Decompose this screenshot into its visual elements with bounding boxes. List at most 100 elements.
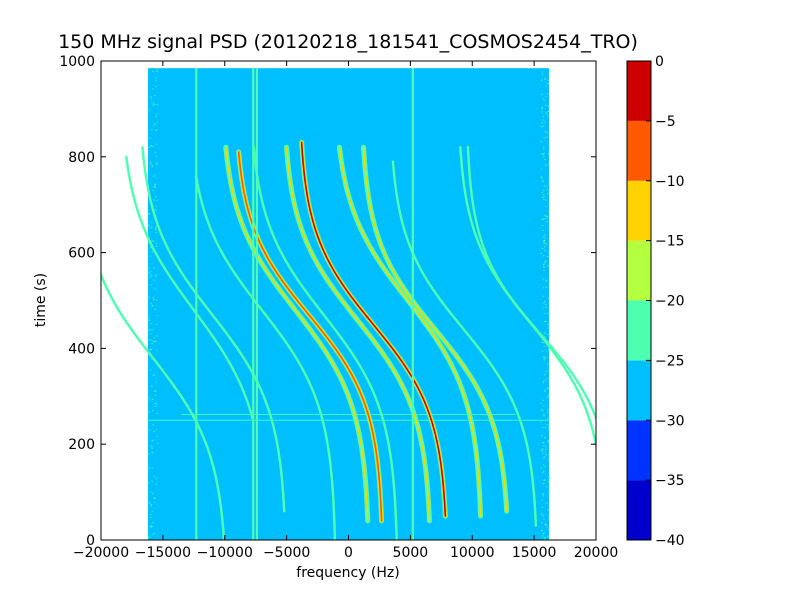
colorbar-segment xyxy=(627,180,651,241)
noise-speck xyxy=(540,467,543,469)
colorbar-segment xyxy=(627,120,651,181)
noise-speck xyxy=(151,409,154,411)
noise-speck xyxy=(155,231,157,233)
x-tick-label: −15000 xyxy=(135,545,191,561)
noise-speck xyxy=(541,106,543,108)
noise-speck xyxy=(548,477,551,479)
signal-track xyxy=(391,160,538,527)
noise-speck xyxy=(545,524,547,526)
y-axis-label: time (s) xyxy=(33,273,49,327)
noise-speck xyxy=(542,448,544,450)
noise-speck xyxy=(547,324,550,326)
x-tick-label: 10000 xyxy=(450,545,495,561)
noise-speck xyxy=(547,193,549,195)
noise-speck xyxy=(154,183,157,185)
noise-speck xyxy=(542,287,545,289)
noise-speck xyxy=(148,213,150,215)
noise-speck xyxy=(151,240,154,242)
noise-speck xyxy=(542,535,544,537)
noise-speck xyxy=(150,525,153,527)
noise-speck xyxy=(548,323,550,325)
noise-speck xyxy=(150,96,152,98)
noise-speck xyxy=(548,214,551,216)
noise-speck xyxy=(544,320,546,322)
noise-speck xyxy=(155,226,157,228)
noise-speck xyxy=(546,93,549,95)
noise-speck xyxy=(543,345,546,347)
noise-speck xyxy=(541,341,543,343)
noise-speck xyxy=(152,104,154,106)
noise-speck xyxy=(542,381,545,383)
y-tick-label: 1000 xyxy=(59,54,95,70)
noise-speck xyxy=(152,88,154,90)
noise-speck xyxy=(148,482,150,484)
noise-speck xyxy=(548,429,550,431)
noise-speck xyxy=(547,348,550,350)
noise-speck xyxy=(154,288,156,290)
noise-speck xyxy=(548,477,551,479)
noise-speck xyxy=(156,412,159,414)
noise-speck xyxy=(153,497,156,499)
noise-speck xyxy=(544,336,546,338)
noise-speck xyxy=(542,125,545,127)
colorbar: −40 −35 −30 −25 −20 −15 −10 −5 0 xyxy=(626,54,685,549)
noise-speck xyxy=(543,242,546,244)
noise-speck xyxy=(151,440,154,442)
y-tick-label: 200 xyxy=(68,437,95,453)
noise-speck xyxy=(153,103,156,105)
noise-speck xyxy=(543,359,545,361)
noise-speck xyxy=(152,398,154,400)
noise-speck xyxy=(543,198,545,200)
noise-speck xyxy=(545,304,547,306)
noise-speck xyxy=(149,270,152,272)
x-tick-label: 20000 xyxy=(574,545,619,561)
noise-speck xyxy=(545,523,547,525)
noise-speck xyxy=(542,193,545,195)
noise-speck xyxy=(547,82,549,84)
noise-speck xyxy=(155,242,158,244)
noise-speck xyxy=(151,343,153,345)
y-tick-label: 400 xyxy=(68,341,95,357)
noise-speck xyxy=(548,459,550,461)
noise-speck xyxy=(543,532,545,534)
noise-speck xyxy=(544,374,546,376)
noise-speck xyxy=(543,266,545,268)
noise-speck xyxy=(153,341,155,343)
colorbar-tick-label: −40 xyxy=(655,533,685,549)
colorbar-segment xyxy=(627,240,651,301)
noise-speck xyxy=(151,525,153,527)
noise-speck xyxy=(541,493,543,495)
noise-speck xyxy=(149,147,151,149)
noise-speck xyxy=(543,99,546,101)
noise-speck xyxy=(156,69,158,71)
noise-speck xyxy=(542,229,545,231)
noise-speck xyxy=(546,363,549,365)
noise-speck xyxy=(152,189,154,191)
noise-speck xyxy=(545,486,548,488)
noise-speck xyxy=(155,274,158,276)
signal-track xyxy=(101,271,226,540)
noise-speck xyxy=(152,176,155,178)
noise-speck xyxy=(542,263,545,265)
noise-speck xyxy=(544,451,547,453)
noise-speck xyxy=(151,166,154,168)
noise-speck xyxy=(154,402,156,404)
noise-speck xyxy=(153,337,156,339)
noise-speck xyxy=(547,79,550,81)
noise-speck xyxy=(543,156,545,158)
noise-speck xyxy=(548,163,550,165)
noise-speck xyxy=(148,296,151,298)
noise-speck xyxy=(543,479,546,481)
noise-speck xyxy=(548,334,551,336)
noise-speck xyxy=(153,185,156,187)
noise-speck xyxy=(149,502,151,504)
noise-speck xyxy=(153,501,156,503)
noise-speck xyxy=(153,186,155,188)
noise-speck xyxy=(155,85,157,87)
noise-speck xyxy=(152,439,154,441)
noise-speck xyxy=(545,306,548,308)
noise-speck xyxy=(155,323,158,325)
signal-track xyxy=(194,174,337,540)
noise-speck xyxy=(152,199,155,201)
noise-speck xyxy=(154,186,157,188)
